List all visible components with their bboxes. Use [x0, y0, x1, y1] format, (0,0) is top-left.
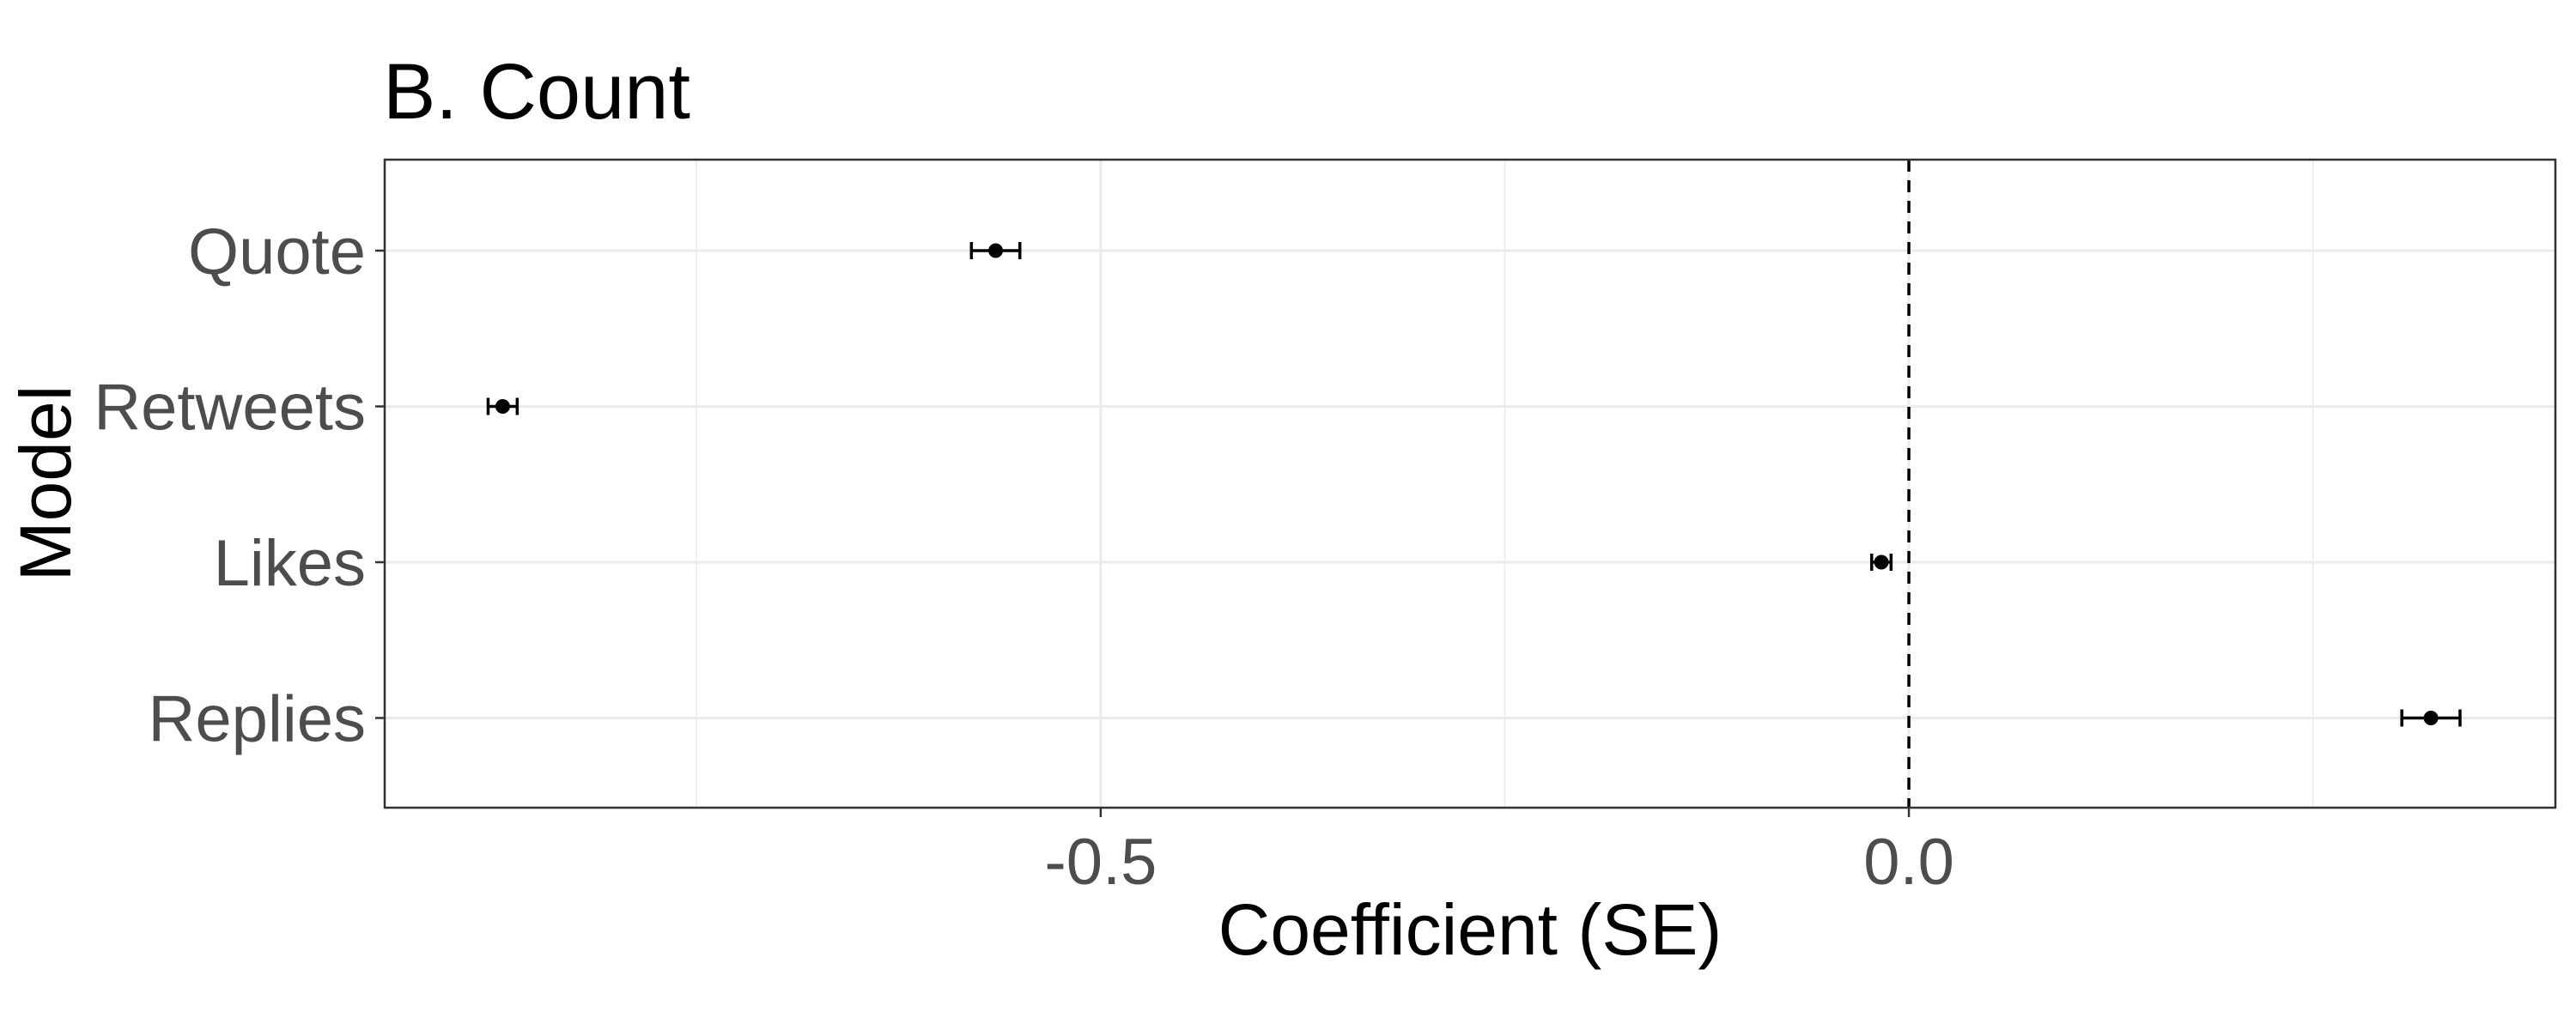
x-axis-title: Coefficient (SE) [1218, 889, 1722, 970]
y-tick-label: Quote [188, 215, 366, 288]
x-tick-label: -0.5 [1044, 826, 1157, 899]
grid-major [385, 160, 2555, 808]
x-axis: -0.5 0.0 [1044, 808, 1954, 899]
plot-border [383, 158, 2557, 809]
chart-title: B. Count [383, 48, 690, 136]
coefficient-point [495, 399, 510, 414]
coefficient-point [988, 243, 1004, 258]
coefficient-point [1874, 554, 1889, 570]
y-tick-label: Replies [149, 683, 366, 756]
grid-minor [696, 160, 2314, 808]
coefficient-point [2423, 711, 2439, 725]
y-axis-title: Model [5, 385, 86, 582]
y-tick-label: Retweets [94, 372, 366, 445]
data-marks [486, 242, 2462, 727]
x-tick-label: 0.0 [1863, 826, 1954, 899]
plot-panel [385, 160, 2555, 808]
y-tick-label: Likes [214, 527, 366, 600]
y-axis: Quote Retweets Likes Replies [94, 215, 385, 756]
